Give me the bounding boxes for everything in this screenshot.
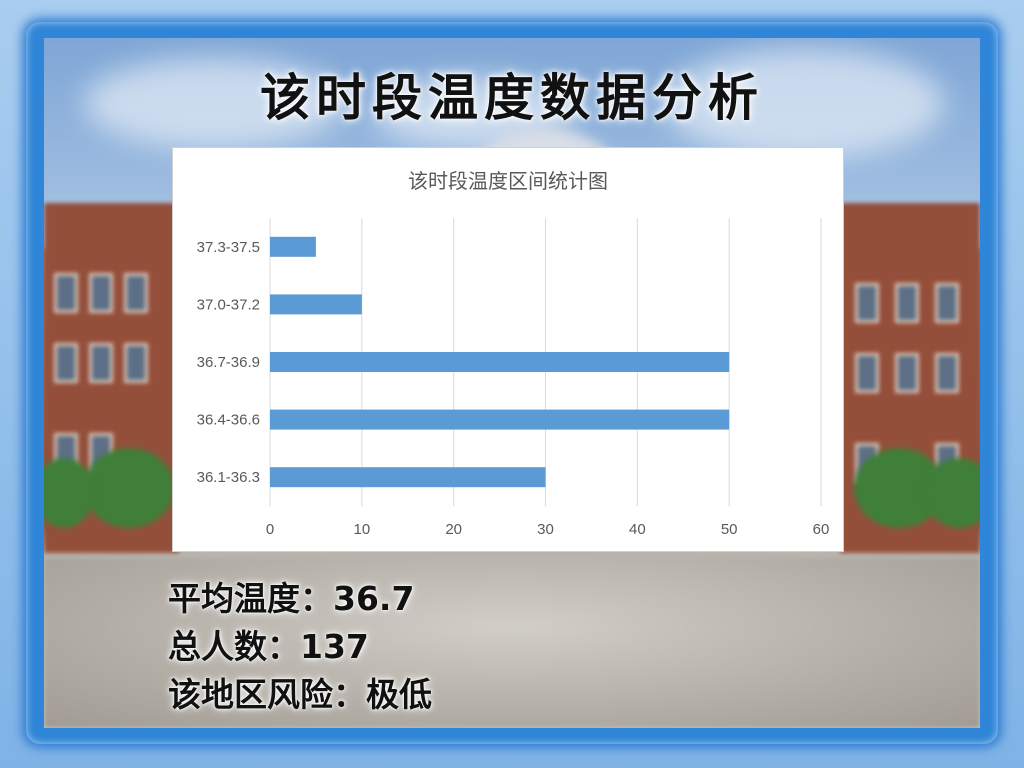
average-temperature: 平均温度：36.7 [168,575,432,623]
total-people: 总人数：137 [168,623,432,671]
x-tick-label: 20 [445,521,462,538]
temperature-chart: 该时段温度区间统计图 36.1-36.3 36.4-36.6 36.7-36.9 37… [172,147,844,552]
category-label: 36.4-36.6 [197,412,260,429]
risk-level: 该地区风险：极低 [168,671,432,719]
category-label: 36.1-36.3 [197,469,260,486]
bar-37.0-37.2 [270,294,362,314]
bar-37.3-37.5 [270,237,316,257]
category-labels: 36.1-36.3 36.4-36.6 36.7-36.9 37.0-37.2 37.3… [197,239,260,486]
category-label: 36.7-36.9 [197,354,260,371]
x-tick-label: 40 [629,521,646,538]
x-tick-labels: 0 10 20 30 40 50 60 [266,521,830,538]
x-tick-label: 10 [353,521,370,538]
bar-36.7-36.9 [270,352,729,372]
chart-svg: 该时段温度区间统计图 36.1-36.3 36.4-36.6 36.7-36.9 37… [173,148,843,551]
x-tick-label: 0 [266,521,274,538]
bars [270,237,729,487]
bar-36.4-36.6 [270,410,729,430]
category-label: 37.3-37.5 [197,239,260,256]
page-title: 该时段温度数据分析 [0,58,1024,130]
x-tick-label: 60 [813,521,830,538]
stats-panel: 平均温度：36.7 总人数：137 该地区风险：极低 [168,575,432,719]
category-label: 37.0-37.2 [197,296,260,313]
x-tick-label: 50 [721,521,738,538]
bar-36.1-36.3 [270,467,546,487]
x-tick-label: 30 [537,521,554,538]
chart-title: 该时段温度区间统计图 [408,169,608,193]
